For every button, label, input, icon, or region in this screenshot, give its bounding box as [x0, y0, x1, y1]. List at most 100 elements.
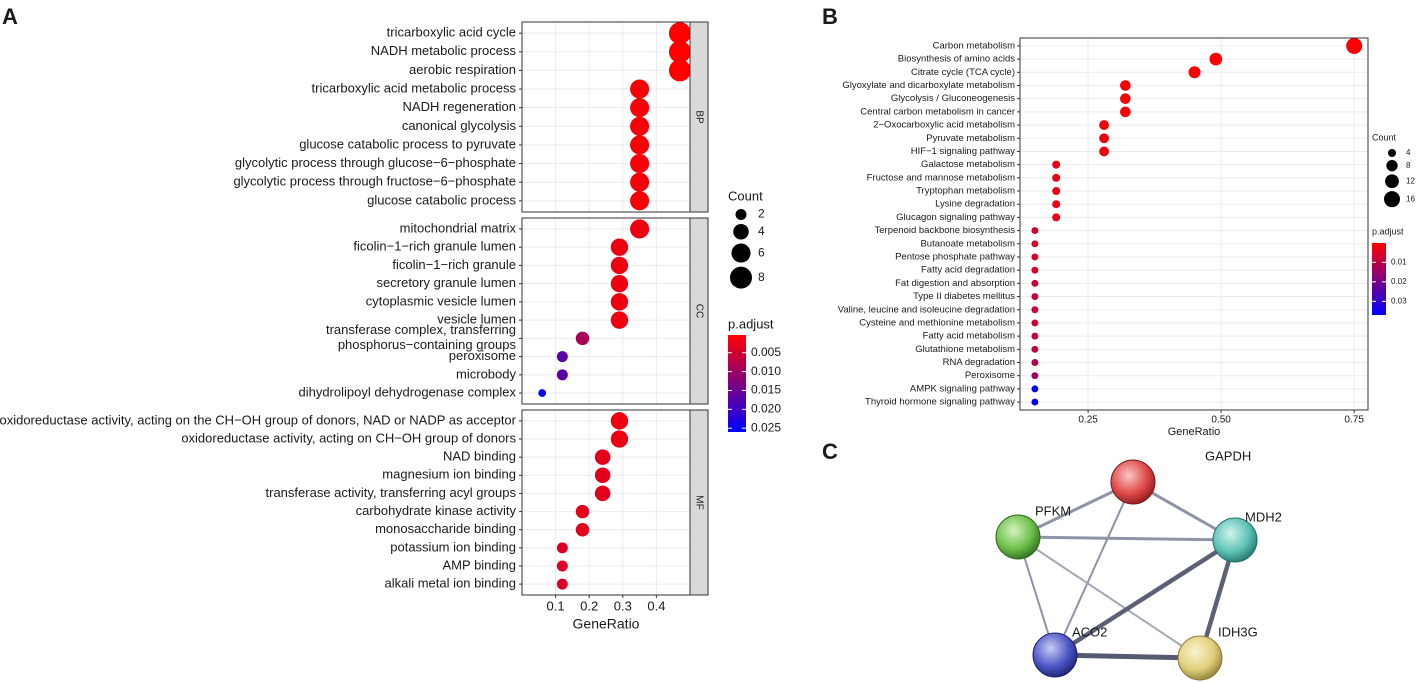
- facet-strip: [689, 217, 709, 405]
- dot: [1031, 319, 1039, 327]
- y-tick-label: Galactose metabolism: [921, 159, 1015, 170]
- y-tick-label: Thyroid hormone signaling pathway: [865, 397, 1015, 408]
- facet-label: BP: [693, 110, 704, 124]
- y-tick-label: Glycolysis / Gluconeogenesis: [891, 93, 1015, 104]
- node-label: PFKM: [1035, 503, 1071, 518]
- dot: [594, 485, 611, 502]
- legend-label: 16: [1406, 194, 1415, 203]
- panel-background: [1020, 38, 1368, 410]
- y-tick-label: Fat digestion and absorption: [895, 278, 1015, 289]
- y-tick-label: Citrate cycle (TCA cycle): [911, 67, 1015, 78]
- y-tick-label: alkali metal ion binding: [384, 576, 516, 591]
- y-tick-label: Valine, leucine and isoleucine degradati…: [838, 304, 1015, 315]
- panel-background: [522, 22, 690, 212]
- node: [1212, 517, 1258, 563]
- legend-label: 4: [1406, 148, 1411, 157]
- y-tick-label: Terpenoid backbone biosynthesis: [875, 225, 1016, 236]
- dot: [556, 542, 568, 554]
- node-label: ACO2: [1072, 624, 1107, 639]
- y-tick-label: peroxisome: [449, 348, 516, 363]
- dot: [538, 389, 547, 397]
- edge: [1054, 481, 1134, 656]
- panel-background: [522, 218, 690, 404]
- dot: [575, 331, 590, 346]
- y-tick-label: Carbon metabolism: [933, 40, 1015, 51]
- y-tick-label: Central carbon metabolism in cancer: [860, 106, 1015, 117]
- colorbar-label: 0.015: [751, 383, 781, 397]
- legend-label: 12: [1406, 176, 1415, 185]
- colorbar-label: 0.03: [1391, 296, 1407, 305]
- legend-dot: [733, 224, 749, 240]
- y-tick-label: ficolin−1−rich granule: [392, 257, 516, 272]
- edge: [1054, 652, 1201, 661]
- y-tick-label: tricarboxylic acid metabolic process: [312, 80, 517, 95]
- edge: [1017, 536, 1201, 659]
- y-tick-label: Fatty acid metabolism: [923, 331, 1015, 342]
- y-tick-label: NADH metabolic process: [371, 43, 517, 58]
- legend-label: 6: [758, 245, 765, 259]
- y-tick-label: Lysine degradation: [935, 199, 1015, 210]
- y-tick-label: Tryptophan metabolism: [916, 186, 1015, 197]
- dot: [630, 116, 650, 136]
- y-tick-label: Butanoate metabolism: [920, 238, 1015, 249]
- y-tick-label: Type II diabetes mellitus: [913, 291, 1015, 302]
- dot: [1031, 253, 1039, 261]
- y-tick-label: Glucagon signaling pathway: [896, 212, 1015, 223]
- legend-label: 2: [758, 207, 765, 221]
- y-tick-label: glucose catabolic process to pyruvate: [299, 136, 516, 151]
- colorbar-label: 0.025: [751, 420, 781, 434]
- dot: [630, 191, 650, 211]
- dot: [1031, 266, 1039, 274]
- dot: [1188, 66, 1201, 79]
- dot: [1031, 345, 1039, 353]
- y-tick-label: Biosynthesis of amino acids: [898, 54, 1015, 65]
- dot: [610, 311, 629, 329]
- panel-border: [1019, 37, 1369, 411]
- y-tick-label: magnesium ion binding: [382, 467, 516, 482]
- x-tick-label: 0.4: [647, 598, 665, 613]
- dot: [1099, 146, 1109, 157]
- y-tick-label: glucose catabolic process: [367, 192, 516, 207]
- dot-chart: B Carbon metabolism Biosynthesis of amino …: [822, 4, 1415, 438]
- node-label: IDH3G: [1218, 624, 1258, 639]
- y-tick-label: Cysteine and methionine metabolism: [859, 317, 1015, 328]
- node: [995, 514, 1041, 560]
- y-tick-label: AMP binding: [443, 557, 516, 572]
- legend-dot: [1385, 174, 1399, 189]
- y-tick-label: glycolytic process through fructose−6−ph…: [233, 174, 516, 189]
- facet-label: CC: [693, 304, 704, 318]
- legend-dot: [735, 209, 747, 220]
- y-tick-label: Fructose and mannose metabolism: [867, 172, 1015, 183]
- y-tick-label: Pyruvate metabolism: [926, 133, 1015, 144]
- x-axis-title: GeneRatio: [573, 616, 640, 632]
- dot: [575, 504, 590, 519]
- dot: [1099, 133, 1109, 144]
- legend-dot: [731, 243, 751, 263]
- x-tick-label: 0.2: [580, 598, 598, 613]
- y-tick-label: vesicle lumen: [437, 312, 516, 327]
- dot: [610, 274, 629, 293]
- dot: [1031, 372, 1039, 380]
- y-tick-label: microbody: [456, 366, 516, 381]
- dot: [1052, 200, 1061, 209]
- legend-dot: [1388, 149, 1396, 157]
- dot: [1120, 106, 1131, 118]
- dot: [1031, 332, 1039, 340]
- network: GAPDH PFKM MDH2 ACO2 IDH3G C: [822, 439, 1282, 681]
- dot: [1052, 213, 1061, 222]
- panel-letter: A: [2, 4, 18, 29]
- legend-label: 8: [1406, 161, 1411, 170]
- y-tick-label: carbohydrate kinase activity: [356, 503, 517, 518]
- dot: [1031, 306, 1039, 314]
- y-tick-label: RNA degradation: [943, 357, 1015, 368]
- y-tick-label: 2−Oxocarboxylic acid metabolism: [873, 120, 1015, 131]
- dot: [1031, 293, 1039, 301]
- legend-dot: [730, 266, 752, 289]
- dot: [610, 430, 629, 448]
- node: [1032, 632, 1078, 678]
- panel-letter: B: [822, 4, 838, 29]
- y-tick-label: mitochondrial matrix: [400, 220, 517, 235]
- legend-title: Count: [1372, 132, 1397, 142]
